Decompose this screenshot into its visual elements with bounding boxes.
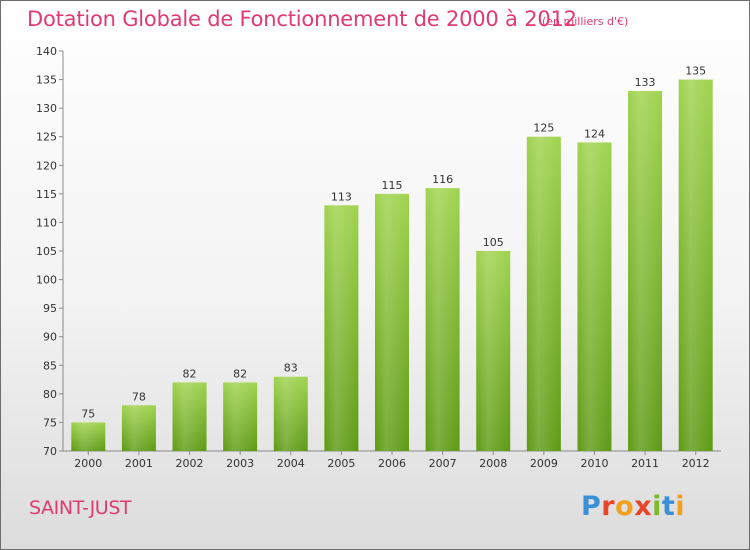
data-label: 82 — [183, 367, 197, 380]
data-label: 116 — [432, 173, 453, 186]
data-label: 125 — [533, 122, 554, 135]
logo-letter: i — [652, 491, 662, 522]
bar-shine — [223, 382, 258, 451]
x-tick-label: 2011 — [631, 457, 659, 470]
y-tick-label: 120 — [36, 159, 57, 172]
y-tick-label: 90 — [43, 331, 57, 344]
x-tick-label: 2006 — [378, 457, 406, 470]
x-tick-label: 2001 — [125, 457, 153, 470]
bar-shine — [71, 422, 106, 451]
logo-letter: i — [675, 491, 686, 522]
bar-shine — [375, 193, 409, 451]
x-tick-label: 2003 — [226, 457, 254, 470]
y-tick-label: 75 — [43, 416, 57, 429]
data-label: 83 — [284, 362, 298, 375]
logo-letter: r — [601, 491, 616, 522]
x-tick-label: 2012 — [682, 457, 710, 470]
data-label: 115 — [382, 179, 403, 192]
bar-shine — [324, 205, 359, 451]
y-tick-label: 70 — [43, 445, 57, 458]
data-label: 113 — [331, 190, 352, 203]
bar-shine — [273, 376, 308, 451]
x-tick-label: 2004 — [277, 457, 305, 470]
y-tick-label: 100 — [36, 274, 57, 287]
logo-letter: o — [615, 491, 635, 522]
bar-shine — [476, 251, 511, 451]
data-label: 75 — [81, 407, 95, 420]
bar-shine — [121, 405, 156, 451]
data-label: 105 — [483, 236, 504, 249]
logo-letter: P — [581, 491, 602, 522]
data-label: 135 — [685, 65, 706, 78]
bar-shine — [628, 91, 663, 451]
y-tick-label: 80 — [43, 388, 57, 401]
y-tick-label: 140 — [36, 45, 57, 58]
chart-title: Dotation Globale de Fonctionnement de 20… — [27, 7, 577, 31]
x-tick-label: 2005 — [327, 457, 355, 470]
proxiti-logo[interactable]: Proxiti — [581, 491, 685, 522]
bar-shine — [577, 142, 612, 451]
x-tick-label: 2010 — [580, 457, 608, 470]
data-label: 82 — [233, 367, 247, 380]
x-tick-label: 2009 — [530, 457, 558, 470]
data-label: 78 — [132, 390, 146, 403]
y-tick-label: 135 — [36, 74, 57, 87]
x-tick-label: 2000 — [74, 457, 102, 470]
bar-shine — [526, 136, 561, 451]
y-tick-label: 105 — [36, 245, 57, 258]
logo-letter: t — [661, 491, 676, 522]
bar-shine — [172, 382, 207, 451]
y-tick-label: 110 — [36, 216, 57, 229]
y-tick-label: 95 — [43, 302, 57, 315]
y-tick-label: 115 — [36, 188, 57, 201]
y-tick-label: 125 — [36, 131, 57, 144]
data-label: 133 — [635, 76, 656, 89]
bar-shine — [678, 79, 713, 452]
x-tick-label: 2002 — [176, 457, 204, 470]
logo-letter: x — [634, 491, 653, 522]
data-label: 124 — [584, 127, 605, 140]
x-tick-label: 2007 — [429, 457, 457, 470]
x-tick-label: 2008 — [479, 457, 507, 470]
y-tick-label: 130 — [36, 102, 57, 115]
commune-name: SAINT-JUST — [29, 497, 132, 519]
chart-subtitle: (en milliers d'€) — [542, 15, 629, 28]
y-tick-label: 85 — [43, 359, 57, 372]
bar-shine — [425, 188, 460, 451]
